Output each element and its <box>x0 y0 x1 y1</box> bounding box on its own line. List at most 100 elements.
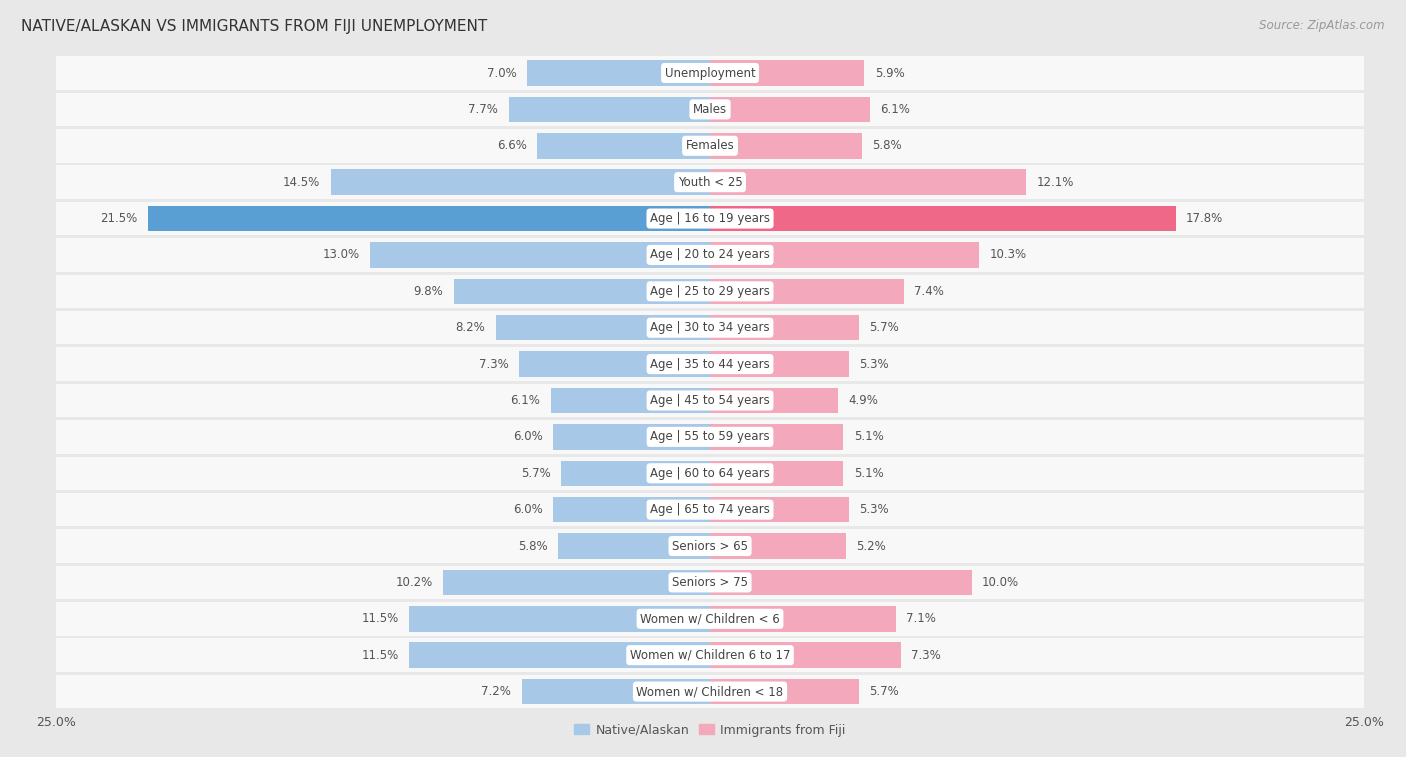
Bar <box>710 460 844 486</box>
Bar <box>710 206 1175 232</box>
Text: 5.3%: 5.3% <box>859 503 889 516</box>
Text: Seniors > 75: Seniors > 75 <box>672 576 748 589</box>
Bar <box>553 497 710 522</box>
Text: Women w/ Children < 6: Women w/ Children < 6 <box>640 612 780 625</box>
Bar <box>558 533 710 559</box>
Bar <box>56 384 1364 417</box>
Text: Age | 60 to 64 years: Age | 60 to 64 years <box>650 467 770 480</box>
Text: 6.0%: 6.0% <box>513 503 543 516</box>
Text: 6.0%: 6.0% <box>513 431 543 444</box>
Text: Age | 16 to 19 years: Age | 16 to 19 years <box>650 212 770 225</box>
Text: Youth < 25: Youth < 25 <box>678 176 742 188</box>
Bar <box>522 679 710 704</box>
Bar <box>710 133 862 158</box>
Text: 10.3%: 10.3% <box>990 248 1026 261</box>
Bar <box>56 456 1364 490</box>
Text: Age | 20 to 24 years: Age | 20 to 24 years <box>650 248 770 261</box>
Bar <box>710 679 859 704</box>
Bar <box>553 424 710 450</box>
Bar <box>330 170 710 195</box>
Text: 7.7%: 7.7% <box>468 103 498 116</box>
Bar <box>710 315 859 341</box>
Bar <box>454 279 710 304</box>
Bar <box>710 533 846 559</box>
Text: 5.9%: 5.9% <box>875 67 904 79</box>
Text: 5.7%: 5.7% <box>520 467 551 480</box>
Text: 8.2%: 8.2% <box>456 321 485 334</box>
Text: Age | 65 to 74 years: Age | 65 to 74 years <box>650 503 770 516</box>
Text: 17.8%: 17.8% <box>1187 212 1223 225</box>
Bar <box>56 166 1364 199</box>
Text: Women w/ Children 6 to 17: Women w/ Children 6 to 17 <box>630 649 790 662</box>
Bar <box>56 638 1364 672</box>
Text: Age | 35 to 44 years: Age | 35 to 44 years <box>650 357 770 371</box>
Text: 6.1%: 6.1% <box>510 394 540 407</box>
Bar <box>56 493 1364 526</box>
Bar <box>710 424 844 450</box>
Bar <box>56 92 1364 126</box>
Text: 7.3%: 7.3% <box>911 649 941 662</box>
Bar <box>148 206 710 232</box>
Bar <box>409 606 710 631</box>
Text: 7.0%: 7.0% <box>486 67 516 79</box>
Bar <box>710 61 865 86</box>
Text: 6.6%: 6.6% <box>498 139 527 152</box>
Bar <box>710 242 980 268</box>
Text: 5.8%: 5.8% <box>872 139 901 152</box>
Text: 5.1%: 5.1% <box>853 467 883 480</box>
Text: 12.1%: 12.1% <box>1038 176 1074 188</box>
Text: 21.5%: 21.5% <box>100 212 138 225</box>
Text: 5.1%: 5.1% <box>853 431 883 444</box>
Text: 4.9%: 4.9% <box>849 394 879 407</box>
Text: 5.7%: 5.7% <box>869 321 900 334</box>
Bar <box>495 315 710 341</box>
Bar <box>710 97 869 122</box>
Text: 10.0%: 10.0% <box>981 576 1019 589</box>
Bar <box>509 97 710 122</box>
Text: 6.1%: 6.1% <box>880 103 910 116</box>
Bar <box>710 170 1026 195</box>
Bar <box>56 347 1364 381</box>
Text: Women w/ Children < 18: Women w/ Children < 18 <box>637 685 783 698</box>
Bar <box>710 279 904 304</box>
Text: 7.1%: 7.1% <box>905 612 936 625</box>
Text: 7.3%: 7.3% <box>479 357 509 371</box>
Bar <box>56 602 1364 636</box>
Bar <box>537 133 710 158</box>
Bar <box>56 238 1364 272</box>
Legend: Native/Alaskan, Immigrants from Fiji: Native/Alaskan, Immigrants from Fiji <box>569 718 851 742</box>
Bar <box>710 606 896 631</box>
Text: 11.5%: 11.5% <box>361 649 399 662</box>
Bar <box>56 420 1364 453</box>
Text: Age | 45 to 54 years: Age | 45 to 54 years <box>650 394 770 407</box>
Bar <box>56 674 1364 709</box>
Text: Source: ZipAtlas.com: Source: ZipAtlas.com <box>1260 19 1385 32</box>
Text: 5.8%: 5.8% <box>519 540 548 553</box>
Bar <box>519 351 710 377</box>
Bar <box>710 643 901 668</box>
Text: 9.8%: 9.8% <box>413 285 443 298</box>
Bar <box>561 460 710 486</box>
Bar <box>527 61 710 86</box>
Text: 5.2%: 5.2% <box>856 540 886 553</box>
Text: 11.5%: 11.5% <box>361 612 399 625</box>
Bar <box>409 643 710 668</box>
Bar <box>443 570 710 595</box>
Text: 14.5%: 14.5% <box>283 176 321 188</box>
Text: 13.0%: 13.0% <box>322 248 360 261</box>
Bar <box>710 351 849 377</box>
Bar <box>710 388 838 413</box>
Text: Age | 25 to 29 years: Age | 25 to 29 years <box>650 285 770 298</box>
Bar <box>710 570 972 595</box>
Bar <box>56 565 1364 599</box>
Text: 10.2%: 10.2% <box>395 576 433 589</box>
Text: 5.7%: 5.7% <box>869 685 900 698</box>
Text: Unemployment: Unemployment <box>665 67 755 79</box>
Bar <box>56 529 1364 562</box>
Bar <box>56 311 1364 344</box>
Text: Seniors > 65: Seniors > 65 <box>672 540 748 553</box>
Text: Males: Males <box>693 103 727 116</box>
Bar <box>56 56 1364 90</box>
Text: 5.3%: 5.3% <box>859 357 889 371</box>
Bar <box>56 202 1364 235</box>
